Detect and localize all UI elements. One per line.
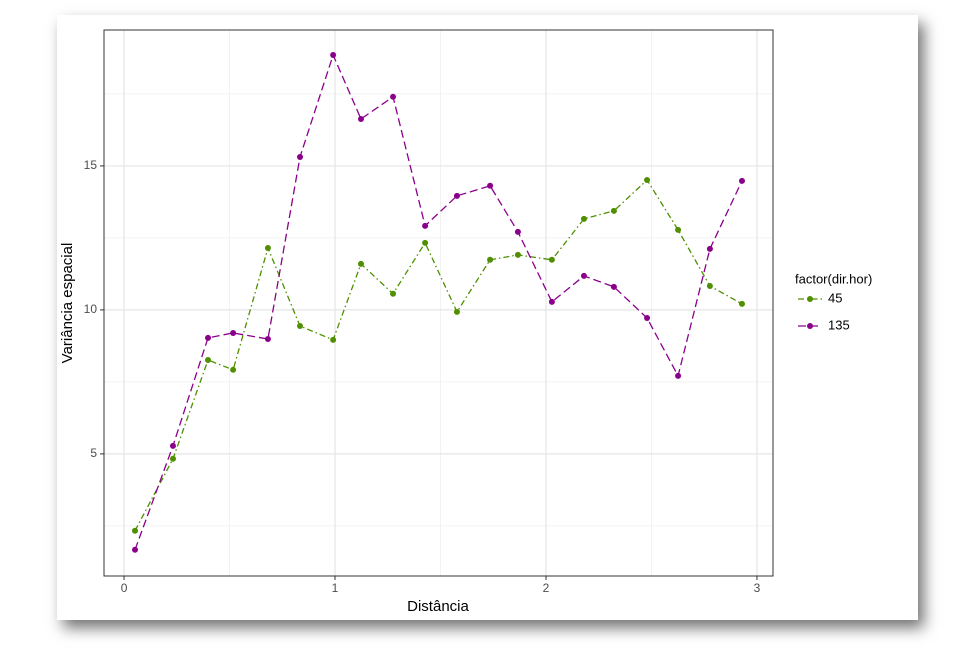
data-point [264,335,271,342]
data-point [514,228,521,235]
panel-border [103,29,774,577]
legend-marker [807,296,813,302]
data-point [580,272,587,279]
data-point [675,372,682,379]
data-point [738,177,745,184]
data-point [390,93,397,100]
x-tick-label: 0 [121,581,128,595]
data-point [357,260,364,267]
series-line [134,53,743,551]
data-point [738,300,745,307]
data-point [230,329,237,336]
data-point [487,256,494,263]
data-point [132,527,139,534]
data-point [132,546,139,553]
y-tick-label: 5 [90,446,97,460]
data-point [422,222,429,229]
legend-marker [807,323,813,329]
data-point [169,455,176,462]
y-tick-label: 10 [84,302,98,316]
y-axis-title: Variância espacial [59,243,76,364]
data-point [330,336,337,343]
data-point [514,251,521,258]
data-point [644,177,651,184]
data-point [264,244,271,251]
data-point [296,153,303,160]
plot-panel [104,30,773,576]
data-point [610,207,617,214]
data-point [487,182,494,189]
data-point [675,226,682,233]
x-tick-label: 3 [754,581,761,595]
data-point [390,290,397,297]
data-point [230,366,237,373]
data-point [580,215,587,222]
y-tick-label: 15 [84,158,98,172]
x-tick-label: 2 [543,581,550,595]
data-point [548,256,555,263]
data-point [644,314,651,321]
data-point [453,308,460,315]
data-point [706,245,713,252]
series-line [134,179,743,532]
data-point [296,323,303,330]
x-tick-label: 1 [332,581,339,595]
data-point [422,239,429,246]
data-point [706,283,713,290]
data-point [205,357,212,364]
x-axis-title: Distância [407,598,469,615]
data-point [330,52,337,59]
legend-label: 135 [828,317,850,332]
data-point [453,192,460,199]
data-point [610,283,617,290]
data-point [357,115,364,122]
data-point [169,442,176,449]
data-point [205,334,212,341]
legend-label: 45 [828,290,842,305]
legend-title: factor(dir.hor) [795,271,872,286]
data-point [548,298,555,305]
